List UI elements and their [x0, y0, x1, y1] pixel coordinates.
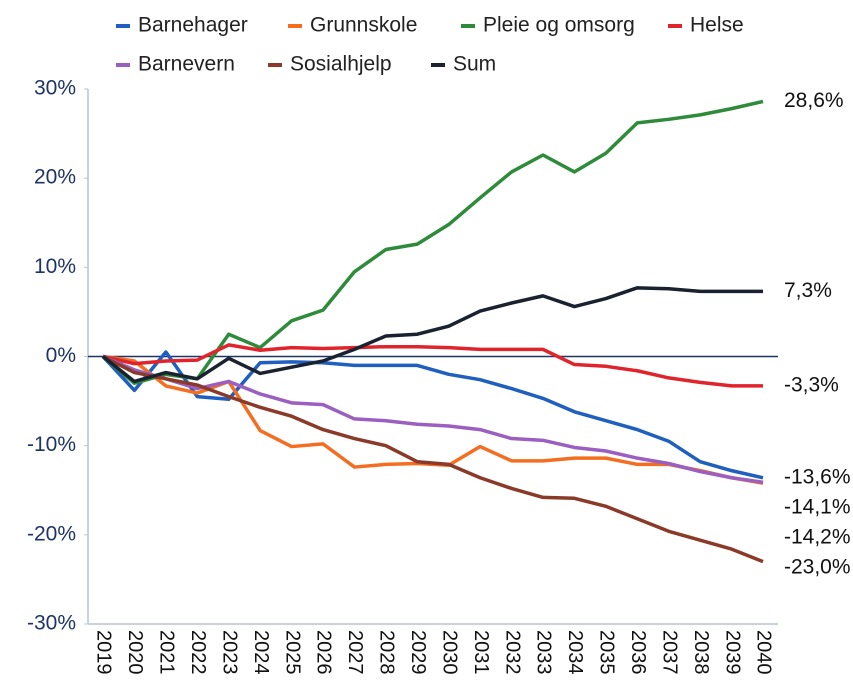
- x-tick-label: 2024: [250, 630, 272, 675]
- x-tick-label: 2021: [156, 630, 178, 675]
- x-tick-label: 2031: [470, 630, 492, 675]
- legend-label: Sosialhjelp: [290, 53, 392, 76]
- end-label: -23,0%: [784, 555, 851, 578]
- x-tick-label: 2028: [376, 630, 398, 675]
- x-tick-label: 2022: [187, 630, 209, 675]
- x-tick-label: 2025: [281, 630, 303, 675]
- x-tick-label: 2034: [564, 630, 586, 675]
- x-tick-label: 2032: [501, 630, 523, 675]
- series-line: [101, 350, 764, 480]
- x-tick-label: 2037: [658, 630, 680, 675]
- end-label: 7,3%: [784, 279, 832, 302]
- x-tick-label: 2027: [344, 630, 366, 675]
- x-tick-label: 2038: [690, 630, 712, 675]
- series-line: [101, 99, 764, 385]
- y-tick-label: -20%: [27, 522, 76, 545]
- y-tick-label: 0%: [46, 344, 76, 367]
- y-tick-label: 10%: [34, 255, 76, 278]
- legend-label: Helse: [690, 14, 744, 37]
- x-tick-label: 2036: [627, 630, 649, 675]
- x-tick-label: 2020: [124, 630, 146, 675]
- x-tick-label: 2035: [596, 630, 618, 675]
- series-line: [102, 354, 764, 484]
- legend-label: Grunnskole: [310, 14, 417, 37]
- x-tick-label: 2023: [218, 630, 240, 675]
- y-tick-label: -10%: [27, 433, 76, 456]
- x-tick-label: 2029: [407, 630, 429, 675]
- series-line: [101, 286, 763, 384]
- series-line: [102, 354, 764, 564]
- y-tick-label: 30%: [34, 77, 76, 100]
- legend-label: Barnehager: [138, 14, 248, 37]
- x-tick-label: 2019: [93, 630, 115, 675]
- end-label: -14,2%: [784, 525, 851, 548]
- legend-label: Sum: [453, 53, 496, 76]
- series-line: [102, 343, 763, 388]
- x-tick-label: 2039: [721, 630, 743, 675]
- y-tick-label: 20%: [34, 166, 76, 189]
- x-tick-label: 2026: [313, 630, 335, 675]
- x-tick-label: 2033: [533, 630, 555, 675]
- end-label: -14,1%: [784, 495, 851, 518]
- x-tick-label: 2030: [438, 630, 460, 675]
- legend-label: Barnevern: [138, 53, 235, 76]
- legend-label: Pleie og omsorg: [483, 14, 635, 37]
- x-tick-label: 2040: [753, 630, 775, 675]
- end-label: -13,6%: [784, 465, 851, 488]
- y-tick-label: -30%: [27, 612, 76, 635]
- end-label: 28,6%: [784, 89, 844, 112]
- end-label: -3,3%: [784, 373, 839, 396]
